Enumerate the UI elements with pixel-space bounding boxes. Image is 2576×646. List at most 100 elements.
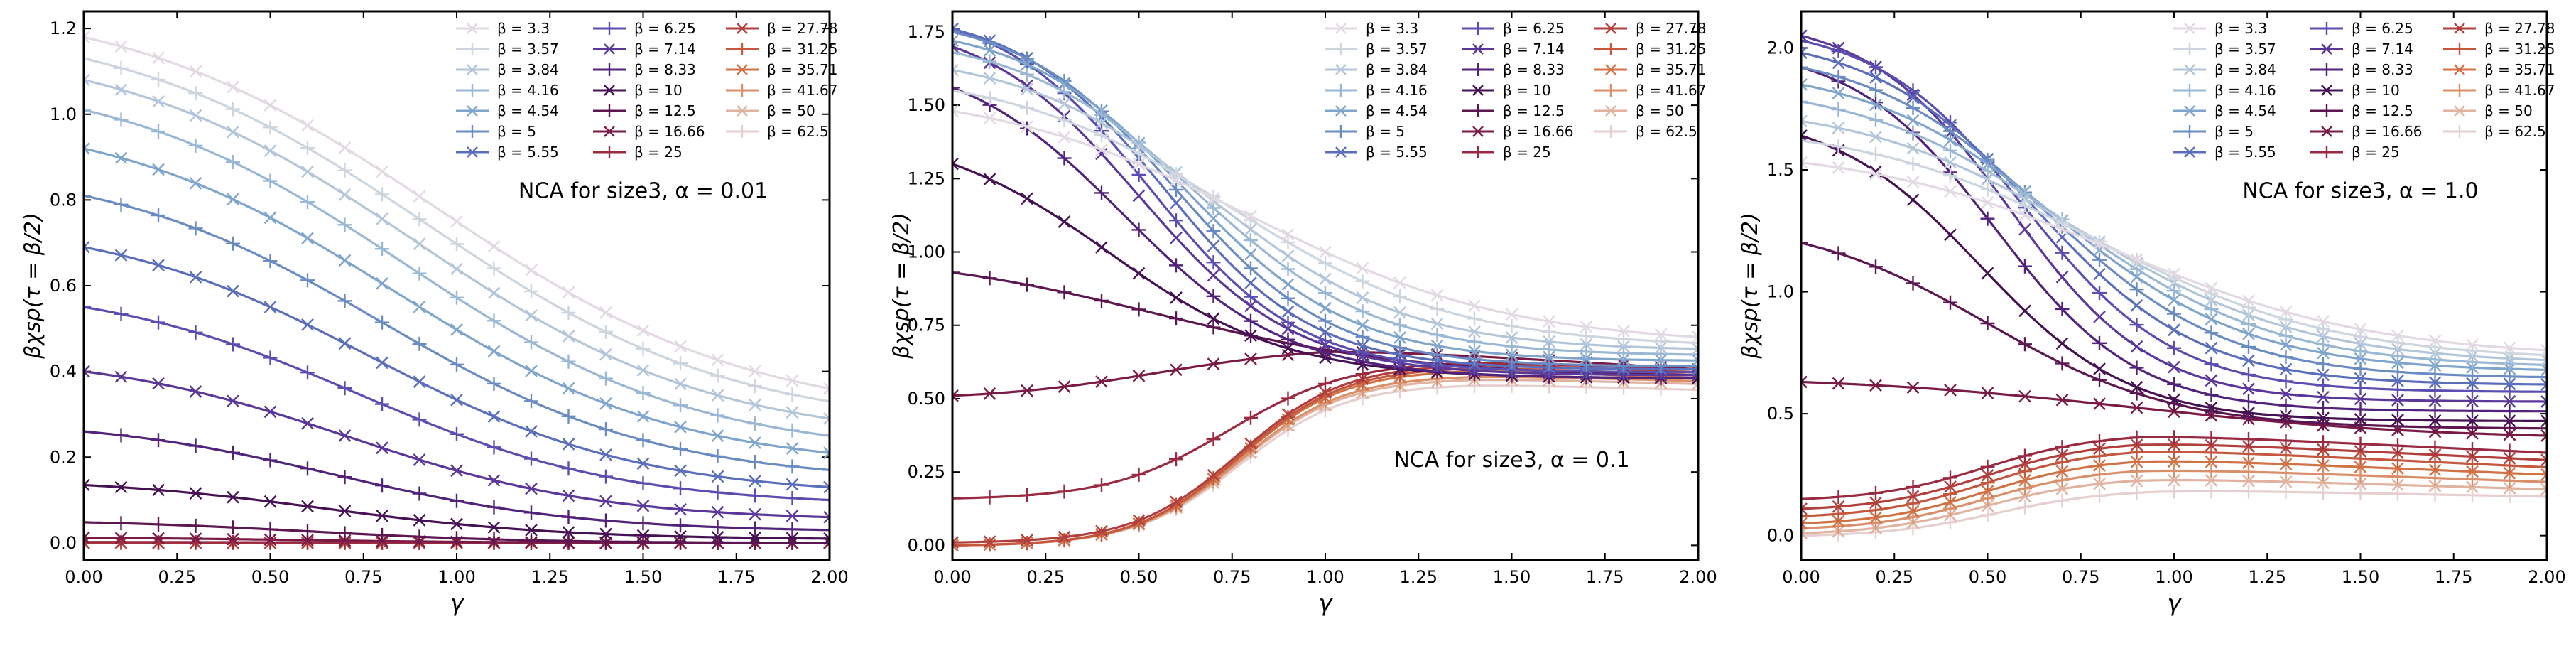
data-point <box>2465 472 2479 487</box>
data-point <box>1801 492 1808 507</box>
data-point <box>338 505 352 517</box>
series-group <box>1801 29 2547 543</box>
data-point <box>2317 330 2330 343</box>
legend-label: β = 6.25 <box>634 20 696 37</box>
data-point <box>2428 352 2442 367</box>
panel-annotation: NCA for size3, α = 1.0 <box>2242 178 2478 203</box>
data-point <box>2055 448 2069 461</box>
data-point <box>1981 485 1994 497</box>
data-point <box>2055 455 2070 470</box>
data-point <box>599 422 613 437</box>
data-point <box>1906 480 1920 495</box>
data-point <box>2316 400 2330 415</box>
legend-marker <box>2453 125 2466 138</box>
data-point <box>450 426 464 441</box>
data-point <box>2130 438 2143 451</box>
data-point <box>2242 440 2255 453</box>
data-point <box>1801 235 1808 250</box>
data-point <box>2093 267 2106 281</box>
data-point <box>1281 249 1295 262</box>
data-point <box>413 375 426 388</box>
data-point <box>2465 420 2479 435</box>
data-point <box>2092 252 2107 267</box>
data-point <box>114 480 128 494</box>
data-point <box>376 212 388 225</box>
data-point <box>1869 71 1882 84</box>
data-point <box>952 24 960 39</box>
data-point <box>2018 304 2031 318</box>
data-point <box>636 534 651 549</box>
data-point <box>1943 168 1957 183</box>
data-point <box>1691 365 1698 379</box>
legend-label: β = 50 <box>2484 102 2533 119</box>
data-point <box>2391 375 2404 387</box>
legend-marker <box>736 125 749 138</box>
data-point <box>673 518 688 533</box>
data-point <box>1244 329 1257 343</box>
data-point <box>1980 475 1995 490</box>
data-point <box>1543 350 1555 364</box>
data-point <box>2055 245 2070 260</box>
data-point <box>301 500 314 513</box>
data-point <box>525 309 538 322</box>
data-point <box>952 80 960 95</box>
data-point <box>1543 315 1555 328</box>
data-point <box>114 428 129 443</box>
data-point <box>2353 485 2368 500</box>
legend-label: β = 31.25 <box>767 41 838 58</box>
legend-marker <box>1335 84 1347 97</box>
data-point <box>562 382 575 395</box>
data-point <box>2205 374 2218 387</box>
data-point <box>711 505 724 519</box>
data-point <box>1170 173 1183 187</box>
data-point <box>152 483 165 497</box>
data-point <box>2354 392 2367 406</box>
data-point <box>1801 502 1808 515</box>
legend-label: β = 5 <box>1366 123 1405 140</box>
data-point <box>1579 328 1594 343</box>
data-point <box>450 464 463 478</box>
y-tick-label: 0.8 <box>50 190 77 210</box>
data-point <box>1206 320 1221 335</box>
data-point <box>710 485 725 500</box>
data-point <box>1980 163 1995 178</box>
panel-annotation: NCA for size3, α = 0.1 <box>1393 448 1629 473</box>
data-point <box>2018 490 2031 503</box>
data-point <box>1281 332 1295 347</box>
data-point <box>2466 394 2479 408</box>
data-point <box>84 188 91 203</box>
legend-marker <box>2321 43 2332 55</box>
data-point <box>1542 342 1556 357</box>
data-point <box>1801 509 1808 524</box>
legend-label: β = 4.54 <box>1366 102 1428 119</box>
data-point <box>2503 341 2516 355</box>
data-point <box>2130 474 2143 488</box>
data-point <box>1692 330 1698 344</box>
data-point <box>2540 446 2547 461</box>
legend-label: β = 3.84 <box>2214 61 2276 78</box>
data-point <box>84 142 90 155</box>
data-point <box>1430 347 1445 362</box>
data-point <box>1094 128 1109 143</box>
data-point <box>1980 459 1995 474</box>
data-point <box>2503 377 2516 391</box>
data-point <box>2168 323 2180 337</box>
data-point <box>1095 375 1108 388</box>
data-point <box>151 433 165 448</box>
data-point <box>2204 387 2219 402</box>
data-point <box>2168 405 2180 419</box>
data-point <box>189 65 202 78</box>
data-point <box>337 217 352 232</box>
data-point <box>1869 82 1883 97</box>
series-group <box>84 31 830 550</box>
data-point <box>413 190 426 203</box>
x-axis-label: γ <box>1319 590 1334 617</box>
data-point <box>1906 176 1920 188</box>
data-point <box>711 353 724 367</box>
data-point <box>2391 419 2405 434</box>
data-point <box>2167 284 2181 298</box>
data-point <box>1020 277 1034 292</box>
data-point <box>636 410 650 423</box>
legend-marker <box>1335 23 1347 34</box>
legend-marker <box>2320 22 2333 35</box>
